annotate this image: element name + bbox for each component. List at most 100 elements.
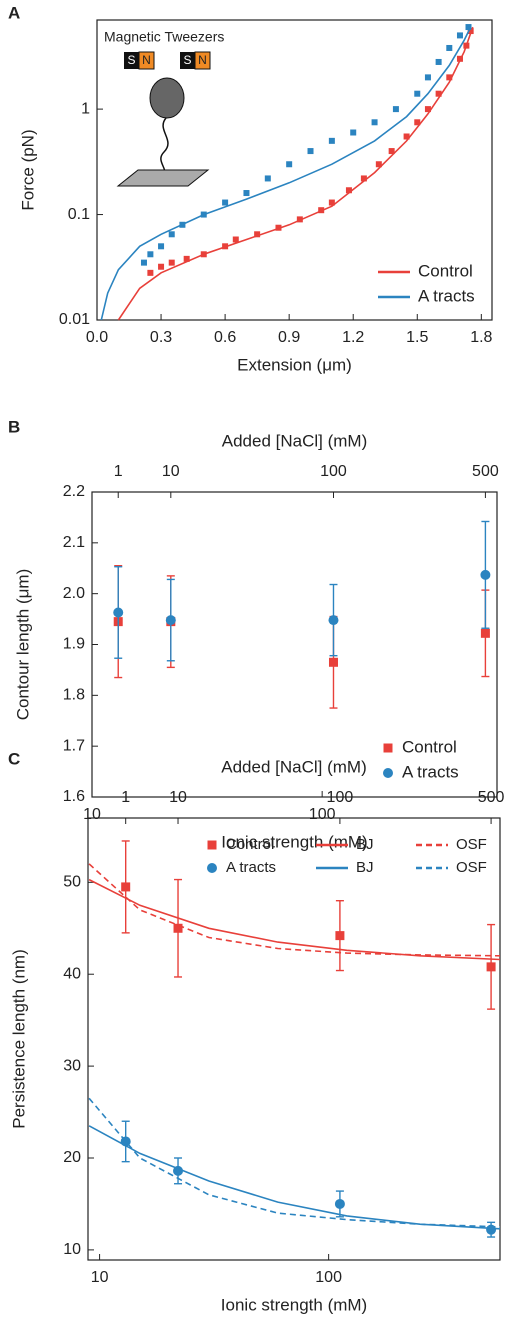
legend-label: BJ xyxy=(356,859,374,876)
marker xyxy=(232,236,239,243)
x2-tick-label: 10 xyxy=(162,463,180,480)
inset-title: Magnetic Tweezers xyxy=(104,29,224,45)
magnet-label: S xyxy=(127,53,135,67)
marker xyxy=(328,137,335,144)
marker xyxy=(140,259,147,266)
marker xyxy=(335,931,345,941)
marker xyxy=(286,161,293,168)
marker xyxy=(254,231,261,238)
y-tick-label: 0.01 xyxy=(59,311,90,328)
y-tick-label: 0.1 xyxy=(68,206,90,223)
x-tick-label: 0.9 xyxy=(278,329,300,346)
y-axis-label: Persistence length (nm) xyxy=(9,949,28,1129)
marker xyxy=(243,190,250,197)
x2-tick-label: 100 xyxy=(320,463,347,480)
fit-line xyxy=(88,863,501,957)
marker xyxy=(264,175,271,182)
legend-label: Control xyxy=(226,836,274,853)
marker xyxy=(435,90,442,97)
fit-line xyxy=(117,26,474,321)
panel-letter: C xyxy=(8,749,20,768)
marker xyxy=(414,90,421,97)
marker xyxy=(371,119,378,126)
inset: Magnetic Tweezers S N S N xyxy=(104,29,224,187)
legend-swatch xyxy=(207,840,217,850)
legend-swatch xyxy=(207,863,217,873)
y-tick-label: 40 xyxy=(63,965,81,982)
legend-label: BJ xyxy=(356,836,374,853)
x-tick-label: 10 xyxy=(83,806,101,823)
x-tick-label: 0.3 xyxy=(150,329,172,346)
marker xyxy=(121,882,131,892)
y-axis-label: Contour length (μm) xyxy=(13,569,32,721)
x-tick-label: 100 xyxy=(309,806,336,823)
marker xyxy=(392,106,399,113)
magnet-label: N xyxy=(198,53,207,67)
fit-line xyxy=(88,1097,501,1228)
x-tick-label: 10 xyxy=(91,1269,109,1286)
marker xyxy=(183,255,190,262)
panel-letter: A xyxy=(8,3,20,22)
y-tick-label: 2.0 xyxy=(63,585,85,602)
marker xyxy=(147,269,154,276)
x2-tick-label: 100 xyxy=(327,789,354,806)
magnet-pole xyxy=(180,52,195,69)
legend-label: A tracts xyxy=(402,762,459,781)
x-tick-label: 1.5 xyxy=(406,329,428,346)
marker xyxy=(307,148,314,155)
legend-label: OSF xyxy=(456,859,487,876)
marker xyxy=(456,32,463,39)
x-tick-label: 1.2 xyxy=(342,329,364,346)
marker xyxy=(486,962,496,972)
y-tick-label: 2.2 xyxy=(63,483,85,500)
marker xyxy=(168,231,175,238)
marker xyxy=(158,243,165,250)
y-tick-label: 1 xyxy=(81,100,90,117)
marker xyxy=(168,259,175,266)
marker xyxy=(147,251,154,258)
marker xyxy=(360,175,367,182)
marker xyxy=(480,569,491,580)
x2-tick-label: 10 xyxy=(169,789,187,806)
marker xyxy=(424,106,431,113)
marker xyxy=(113,607,124,618)
marker xyxy=(345,187,352,194)
marker xyxy=(465,24,472,31)
magnet-pole xyxy=(194,51,211,70)
x-tick-label: 100 xyxy=(315,1269,342,1286)
fit-line xyxy=(100,26,472,321)
y-tick-label: 30 xyxy=(63,1057,81,1074)
y-tick-label: 1.6 xyxy=(63,788,85,805)
x2-tick-label: 1 xyxy=(121,789,130,806)
magnet-pole xyxy=(138,51,155,70)
x-tick-label: 1.8 xyxy=(470,329,492,346)
x2-axis-label: Added [NaCl] (mM) xyxy=(221,757,366,776)
x-tick-label: 0.6 xyxy=(214,329,236,346)
panel-letter: B xyxy=(8,417,20,436)
marker xyxy=(424,74,431,81)
magnet-label: N xyxy=(142,53,151,67)
marker xyxy=(222,199,229,206)
marker xyxy=(388,148,395,155)
bead xyxy=(149,77,185,119)
marker xyxy=(350,129,357,136)
x-axis-label: Ionic strength (mM) xyxy=(221,832,367,851)
marker xyxy=(334,1198,345,1209)
marker xyxy=(480,628,490,638)
marker xyxy=(328,657,338,667)
magnet-label: S xyxy=(183,53,191,67)
legend-label: A tracts xyxy=(418,286,475,305)
marker xyxy=(375,161,382,168)
legend-label: Control xyxy=(402,737,457,756)
marker xyxy=(414,119,421,126)
marker xyxy=(158,263,165,270)
y-tick-label: 1.8 xyxy=(63,687,85,704)
y-tick-label: 1.7 xyxy=(63,737,85,754)
x2-tick-label: 500 xyxy=(478,789,505,806)
marker xyxy=(328,615,339,626)
x-axis-label: Ionic strength (mM) xyxy=(221,1295,367,1314)
legend-label: Control xyxy=(418,261,473,280)
x-tick-label: 0.0 xyxy=(86,329,108,346)
